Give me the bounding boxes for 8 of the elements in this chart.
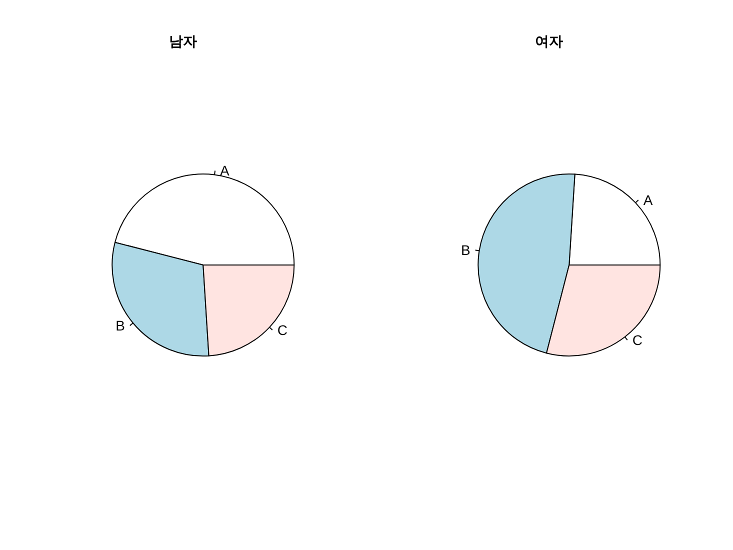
slice-label: C [632,332,642,348]
chart-title: 여자 [535,34,563,50]
slice-label: A [643,192,654,208]
slice-label: A [220,162,230,179]
slice-label: C [277,322,288,338]
slice-label: B [460,242,470,258]
chart-title: 남자 [169,34,197,50]
slice-label: B [116,318,125,334]
